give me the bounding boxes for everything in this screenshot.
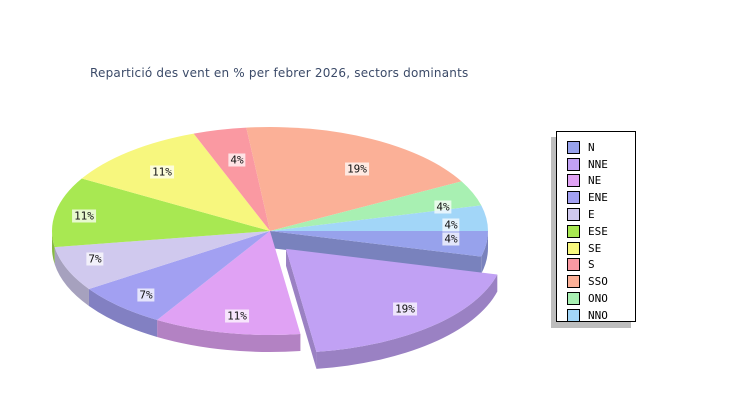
pie-slice-ENE xyxy=(88,231,270,320)
legend-item-NNE: NNE xyxy=(567,156,635,173)
legend-label-NNO: NNO xyxy=(588,308,608,322)
slice-label-ENE: 7% xyxy=(137,288,155,302)
legend-swatch-ONO xyxy=(567,292,580,306)
pie-slice-ONO xyxy=(270,181,482,231)
legend-label-ESE: ESE xyxy=(588,224,608,238)
slice-label-SE: 11% xyxy=(150,165,174,179)
legend-label-NE: NE xyxy=(588,174,602,188)
slice-label-E: 7% xyxy=(86,252,104,266)
chart-title: Repartició des vent en % per febrer 2026… xyxy=(90,66,469,80)
legend-item-SSO: SSO xyxy=(567,273,635,290)
legend-item-ESE: ESE xyxy=(567,223,635,240)
pie-slice-rim-ENE xyxy=(88,288,158,337)
slice-label-ESE: 11% xyxy=(72,209,96,223)
pie-slice-NNO xyxy=(270,205,488,231)
pie-slice-E xyxy=(54,231,270,289)
legend-item-NNO: NNO xyxy=(567,307,635,324)
legend-item-E: E xyxy=(567,206,635,223)
pie-slice-rim-E xyxy=(54,247,89,306)
slice-label-NNE: 19% xyxy=(393,302,417,316)
pie-slice-rim-NNE xyxy=(316,274,498,369)
slice-label-ONO: 4% xyxy=(434,200,452,214)
legend-swatch-S xyxy=(567,258,580,272)
pie-slice-cutface-NNE xyxy=(286,248,317,369)
legend-label-NNE: NNE xyxy=(588,157,608,171)
pie-slice-ESE xyxy=(52,178,270,248)
legend-swatch-NNE xyxy=(567,157,580,171)
legend-item-S: S xyxy=(567,257,635,274)
legend-item-N: N xyxy=(567,139,635,156)
slice-label-NNO: 4% xyxy=(442,218,460,232)
slice-label-NE: 11% xyxy=(225,309,249,323)
pie-slice-S xyxy=(193,127,270,231)
legend-label-ONO: ONO xyxy=(588,292,608,306)
pie-slice-cutface-N xyxy=(270,231,482,274)
legend-label-SE: SE xyxy=(588,241,602,255)
legend-item-ENE: ENE xyxy=(567,189,635,206)
pie-slice-N xyxy=(270,231,488,257)
legend-label-E: E xyxy=(588,208,595,222)
pie-slice-SE xyxy=(81,133,270,231)
pie-slice-NE xyxy=(157,231,301,335)
legend-label-N: N xyxy=(588,140,595,154)
legend-swatch-SSO xyxy=(567,275,580,289)
legend-swatch-NE xyxy=(567,174,580,188)
legend-box: N NNE NE ENE E ESE SE S SSO ONO NNO xyxy=(556,131,636,322)
legend-label-S: S xyxy=(588,258,595,272)
pie-slice-rim-NE xyxy=(157,319,301,353)
pie-slice-rim-N xyxy=(481,231,488,274)
legend-item-SE: SE xyxy=(567,240,635,257)
legend-swatch-N xyxy=(567,140,580,154)
pie-slice-NNE xyxy=(286,248,498,352)
legend-swatch-SE xyxy=(567,241,580,255)
slice-label-SSO: 19% xyxy=(345,162,369,176)
legend-item-ONO: ONO xyxy=(567,290,635,307)
pie-slice-rim-ESE xyxy=(52,231,55,265)
legend-swatch-NNO xyxy=(567,308,580,322)
legend-swatch-ESE xyxy=(567,224,580,238)
legend-swatch-ENE xyxy=(567,191,580,205)
pie-slice-SSO xyxy=(246,127,462,231)
legend-swatch-E xyxy=(567,208,580,222)
slice-label-S: 4% xyxy=(228,153,246,167)
legend-label-ENE: ENE xyxy=(588,191,608,205)
legend-label-SSO: SSO xyxy=(588,275,608,289)
slice-label-N: 4% xyxy=(442,232,460,246)
legend-item-NE: NE xyxy=(567,173,635,190)
